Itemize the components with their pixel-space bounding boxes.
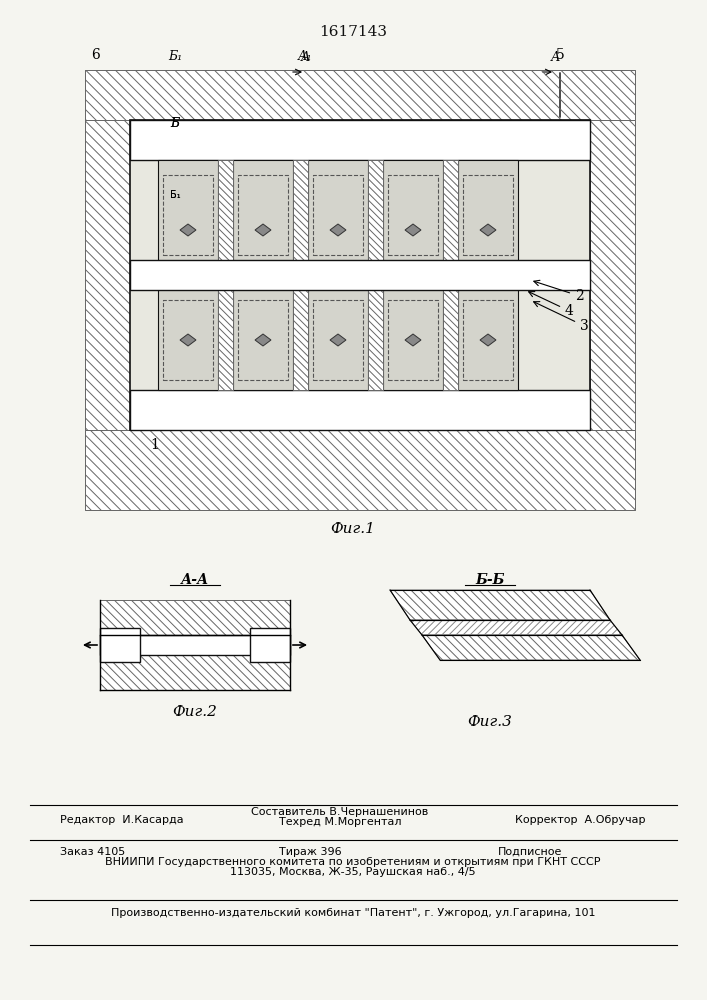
Text: А: А bbox=[300, 51, 310, 64]
Polygon shape bbox=[330, 224, 346, 236]
Bar bbox=[130, 120, 590, 160]
Bar bbox=[463, 300, 513, 380]
Bar bbox=[163, 175, 213, 255]
Polygon shape bbox=[480, 224, 496, 236]
Text: Б: Б bbox=[170, 117, 180, 130]
Bar bbox=[130, 390, 590, 430]
Polygon shape bbox=[255, 334, 271, 346]
Bar bbox=[313, 175, 363, 255]
Bar bbox=[313, 300, 363, 380]
Polygon shape bbox=[405, 334, 421, 346]
Bar bbox=[238, 175, 288, 255]
Bar bbox=[463, 175, 513, 255]
Bar bbox=[250, 628, 290, 662]
Text: А: А bbox=[550, 51, 560, 64]
Text: Производственно-издательский комбинат "Патент", г. Ужгород, ул.Гагарина, 101: Производственно-издательский комбинат "П… bbox=[111, 908, 595, 918]
Text: ВНИИПИ Государственного комитета по изобретениям и открытиям при ГКНТ СССР: ВНИИПИ Государственного комитета по изоб… bbox=[105, 857, 601, 867]
Polygon shape bbox=[180, 224, 196, 236]
Bar bbox=[233, 160, 293, 390]
Text: Редактор  И.Касарда: Редактор И.Касарда bbox=[60, 815, 184, 825]
Text: Б₁: Б₁ bbox=[168, 50, 182, 63]
Polygon shape bbox=[218, 160, 233, 390]
Text: 113035, Москва, Ж-35, Раушская наб., 4/5: 113035, Москва, Ж-35, Раушская наб., 4/5 bbox=[230, 867, 476, 877]
Text: Б₁: Б₁ bbox=[170, 190, 180, 200]
Polygon shape bbox=[293, 160, 308, 390]
Text: Фиг.2: Фиг.2 bbox=[173, 705, 218, 719]
Bar bbox=[163, 300, 213, 380]
Polygon shape bbox=[85, 430, 635, 510]
Polygon shape bbox=[590, 120, 635, 430]
Polygon shape bbox=[330, 334, 346, 346]
Polygon shape bbox=[85, 120, 130, 430]
Polygon shape bbox=[85, 70, 635, 120]
Polygon shape bbox=[100, 600, 290, 635]
Bar bbox=[388, 300, 438, 380]
Bar bbox=[388, 175, 438, 255]
Text: Заказ 4105: Заказ 4105 bbox=[60, 847, 125, 857]
Polygon shape bbox=[405, 224, 421, 236]
Text: Фиг.3: Фиг.3 bbox=[467, 715, 513, 729]
Bar bbox=[130, 120, 590, 430]
Text: Техред М.Моргентал: Техред М.Моргентал bbox=[279, 817, 402, 827]
Text: Корректор  А.Обручар: Корректор А.Обручар bbox=[515, 815, 645, 825]
Text: Составитель В.Чернашенинов: Составитель В.Чернашенинов bbox=[252, 807, 428, 817]
Polygon shape bbox=[410, 620, 622, 635]
Text: Б₁: Б₁ bbox=[170, 190, 180, 200]
Text: 1617143: 1617143 bbox=[319, 25, 387, 39]
Text: А₁: А₁ bbox=[298, 50, 312, 63]
Text: А-А: А-А bbox=[181, 573, 209, 587]
Text: 4: 4 bbox=[529, 292, 574, 318]
Bar bbox=[130, 260, 590, 290]
Polygon shape bbox=[422, 635, 640, 660]
Polygon shape bbox=[100, 655, 290, 690]
Bar bbox=[100, 628, 140, 662]
Text: 5: 5 bbox=[556, 48, 564, 62]
Text: Фиг.1: Фиг.1 bbox=[331, 522, 375, 536]
Text: Тираж 396: Тираж 396 bbox=[279, 847, 341, 857]
Bar bbox=[238, 300, 288, 380]
Text: 3: 3 bbox=[534, 302, 589, 333]
Polygon shape bbox=[85, 70, 635, 510]
Bar bbox=[383, 160, 443, 390]
Polygon shape bbox=[480, 334, 496, 346]
Text: 1: 1 bbox=[151, 438, 160, 452]
Bar bbox=[458, 160, 518, 390]
Text: Подписное: Подписное bbox=[498, 847, 562, 857]
Bar bbox=[100, 635, 290, 655]
Polygon shape bbox=[180, 334, 196, 346]
Bar bbox=[158, 160, 218, 390]
Polygon shape bbox=[368, 160, 383, 390]
Polygon shape bbox=[255, 224, 271, 236]
Text: 6: 6 bbox=[90, 48, 100, 62]
Polygon shape bbox=[443, 160, 458, 390]
Polygon shape bbox=[390, 590, 610, 620]
Text: 2: 2 bbox=[534, 280, 584, 303]
Bar bbox=[308, 160, 368, 390]
Text: Б: Б bbox=[170, 117, 180, 130]
Text: Б-Б: Б-Б bbox=[475, 573, 505, 587]
